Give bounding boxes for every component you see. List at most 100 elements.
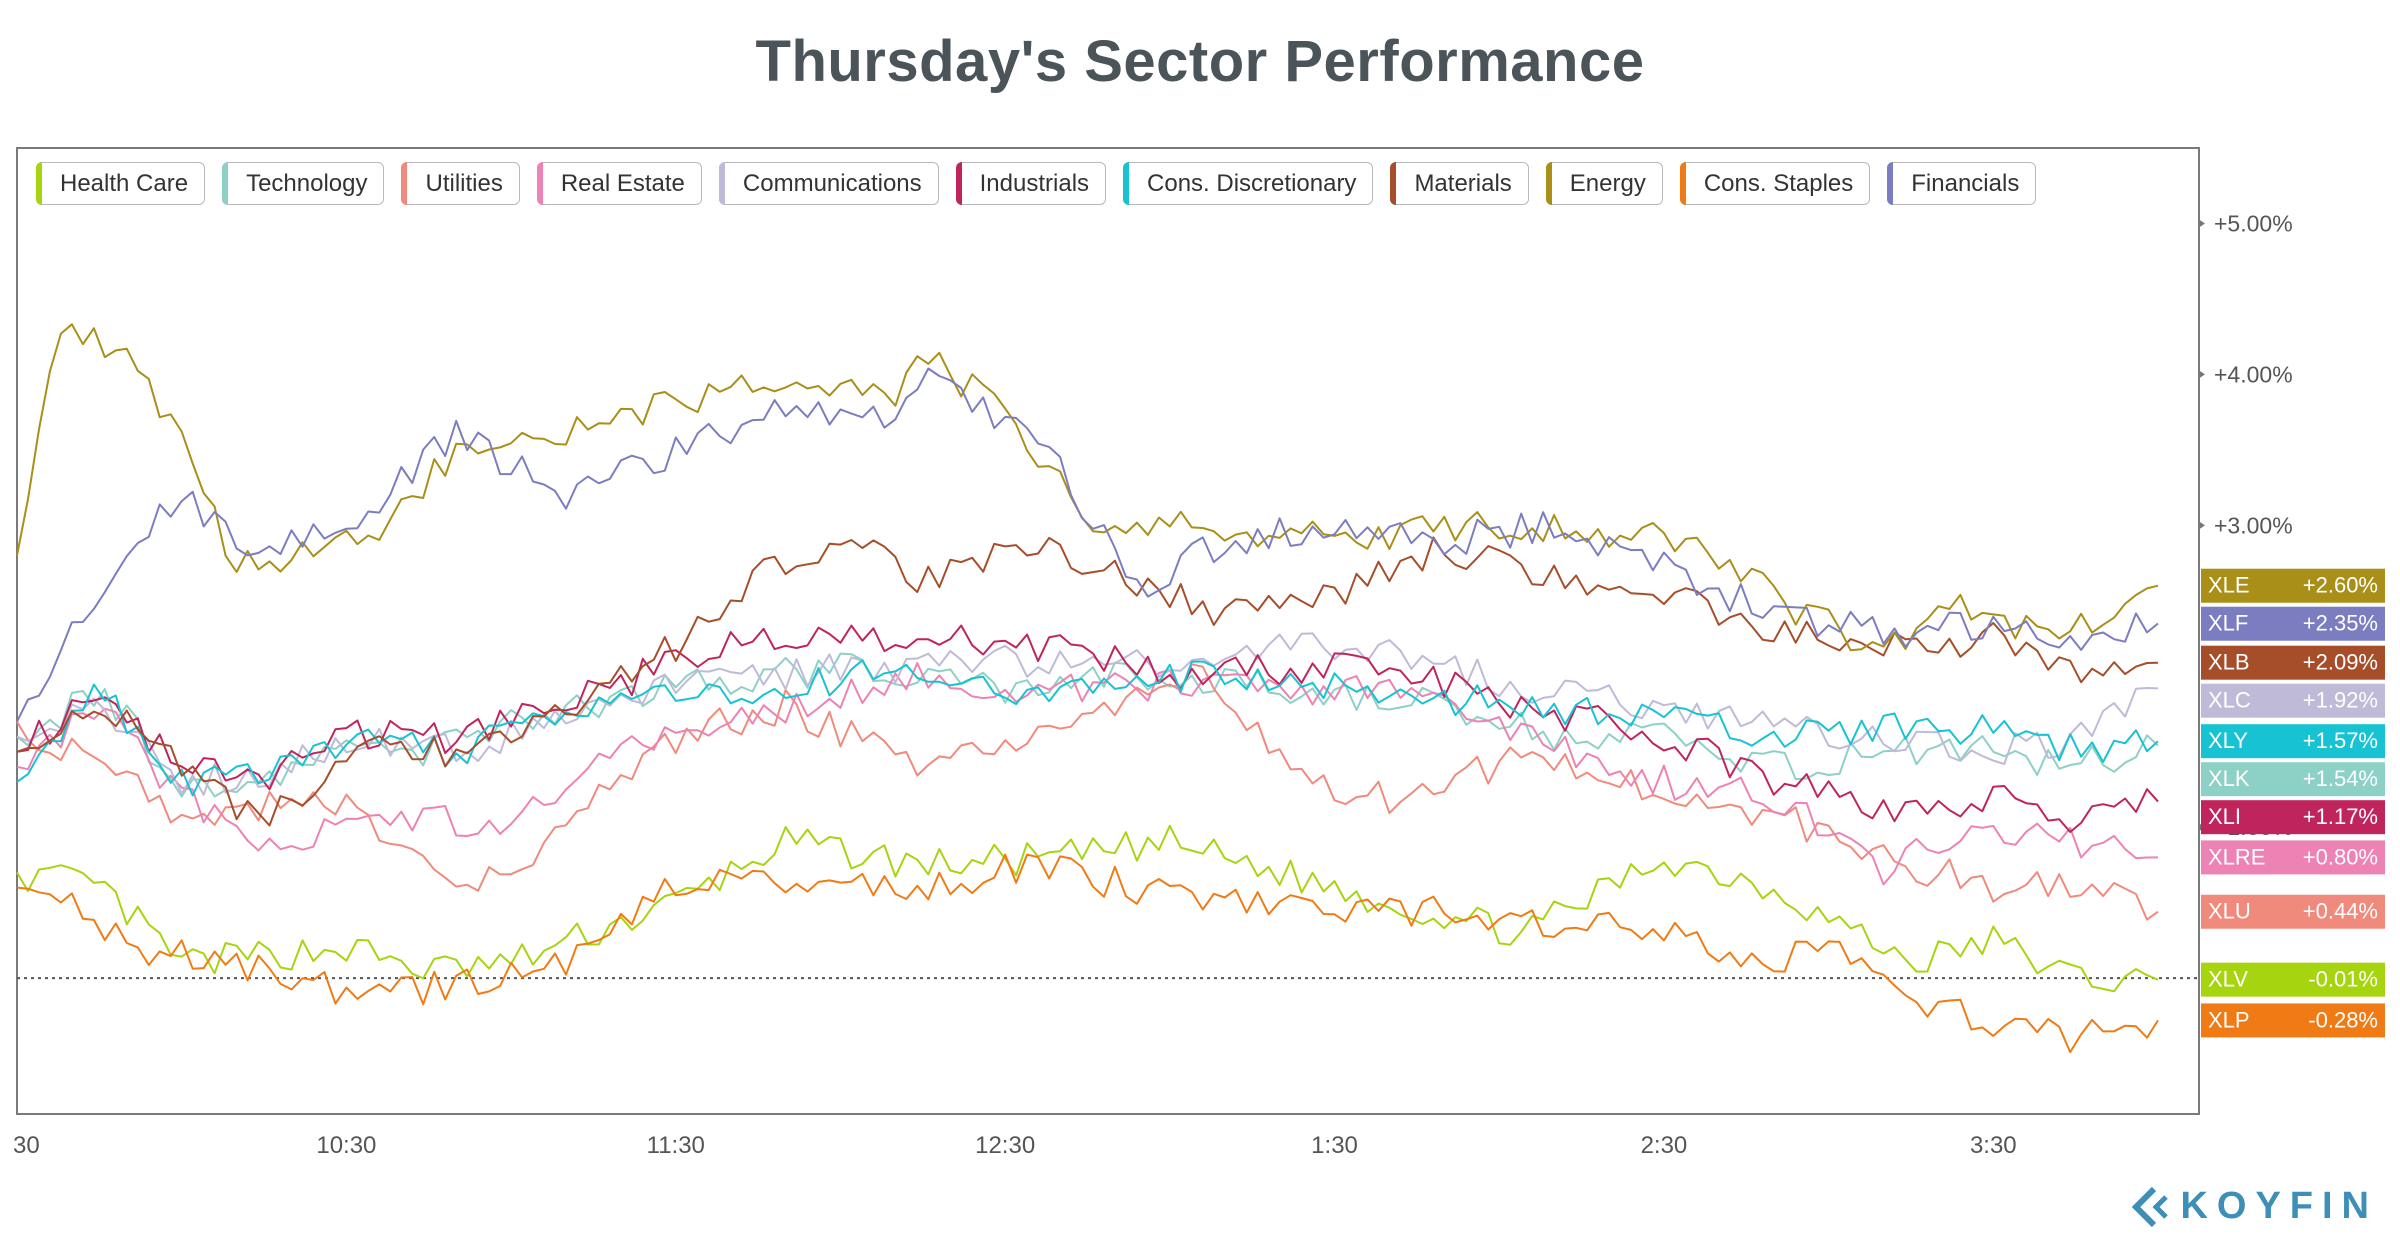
legend-item-xli[interactable]: Industrials: [955, 162, 1107, 205]
legend-swatch: [1390, 162, 1397, 205]
legend-item-xlc[interactable]: Communications: [718, 162, 939, 205]
end-label-value: +2.60%: [2303, 573, 2378, 598]
end-label-ticker: XLC: [2208, 688, 2251, 713]
end-label-xlf: XLF +2.35%: [2201, 606, 2385, 641]
end-label-box: [2201, 724, 2385, 759]
y-tick-label: +3.00%: [2214, 512, 2293, 538]
series-line-xlf: [16, 367, 2159, 723]
x-axis: 30 10:30 11:30 12:30 1:30 2:30 3:30: [13, 1132, 2017, 1159]
end-label-ticker: XLB: [2208, 650, 2250, 675]
end-label-ticker: XLP: [2208, 1007, 2250, 1032]
end-label-value: +1.17%: [2303, 804, 2378, 829]
end-label-box: [2201, 840, 2385, 875]
x-tick-label: 30: [13, 1132, 40, 1159]
legend-label: Utilities: [425, 169, 503, 197]
legend-swatch: [1123, 162, 1130, 205]
y-tick-label: +4.00%: [2214, 361, 2293, 387]
legend-label: Financials: [1911, 169, 2020, 197]
legend-item-xlre[interactable]: Real Estate: [536, 162, 702, 205]
series-line-xly: [16, 659, 2159, 797]
legend-swatch: [1545, 162, 1552, 205]
plot-frame: [16, 147, 2200, 1115]
end-label-value: -0.01%: [2308, 967, 2378, 992]
legend-item-xlv[interactable]: Health Care: [36, 162, 206, 205]
x-tick-label: 12:30: [975, 1132, 1035, 1159]
logo-text: KOYFIN: [2180, 1185, 2378, 1227]
legend-swatch: [36, 162, 42, 205]
legend-item-xlf[interactable]: Financials: [1887, 162, 2037, 205]
end-label-xli: XLI +1.17%: [2201, 800, 2385, 835]
end-label-value: -0.28%: [2308, 1007, 2378, 1032]
legend-label: Industrials: [979, 169, 1090, 197]
series-line-xlu: [16, 663, 2159, 921]
series-line-xlre: [16, 662, 2159, 886]
end-label-box: [2201, 800, 2385, 835]
end-label-ticker: XLK: [2208, 766, 2250, 791]
end-label-ticker: XLU: [2208, 899, 2251, 924]
end-label-ticker: XLI: [2208, 804, 2241, 829]
legend-item-xlb[interactable]: Materials: [1390, 162, 1529, 205]
end-label-xlu: XLU +0.44%: [2201, 894, 2385, 929]
x-tick-label: 2:30: [1641, 1132, 1688, 1159]
koyfin-logo[interactable]: KOYFIN: [2132, 1185, 2378, 1228]
end-label-xlre: XLRE +0.80%: [2201, 840, 2385, 875]
series-line-xle: [16, 323, 2159, 652]
end-label-box: [2201, 568, 2385, 603]
legend-swatch: [401, 162, 408, 205]
x-tick-label: 3:30: [1970, 1132, 2017, 1159]
legend-label: Technology: [246, 169, 368, 197]
legend-swatch: [1887, 162, 1894, 205]
legend-label: Cons. Discretionary: [1147, 169, 1357, 197]
end-label-box: [2201, 762, 2385, 797]
y-tick-mark: [2199, 521, 2205, 530]
end-value-labels: XLE +2.60% XLF +2.35% XLB +2.09% XLC +1.92% XLY +…: [2201, 568, 2385, 1038]
end-label-xlc: XLC +1.92%: [2201, 683, 2385, 718]
series-line-xli: [16, 624, 2159, 833]
legend-swatch: [718, 162, 725, 205]
end-label-value: +1.92%: [2303, 688, 2378, 713]
end-label-value: +1.57%: [2303, 728, 2378, 753]
y-tick-mark: [2199, 219, 2205, 228]
y-tick-label: +5.00%: [2214, 210, 2293, 236]
end-label-box: [2201, 1003, 2385, 1038]
end-label-box: [2201, 894, 2385, 929]
end-label-box: [2201, 683, 2385, 718]
koyfin-chevron-icon: [2132, 1186, 2169, 1227]
legend-swatch: [536, 162, 543, 205]
end-label-box: [2201, 606, 2385, 641]
legend-item-xle[interactable]: Energy: [1545, 162, 1663, 205]
legend-swatch: [1679, 162, 1686, 205]
end-label-value: +0.80%: [2303, 844, 2378, 869]
chart-title: Thursday's Sector Performance: [755, 29, 1645, 94]
legend-label: Communications: [742, 169, 922, 197]
x-tick-label: 10:30: [316, 1132, 376, 1159]
end-label-value: +2.35%: [2303, 611, 2378, 636]
end-label-ticker: XLF: [2208, 611, 2248, 636]
series-line-xlp: [16, 853, 2159, 1054]
x-tick-label: 11:30: [647, 1132, 705, 1159]
series-line-xlb: [16, 536, 2159, 827]
legend-item-xly[interactable]: Cons. Discretionary: [1123, 162, 1374, 205]
end-label-ticker: XLRE: [2208, 844, 2265, 869]
end-label-value: +1.54%: [2303, 766, 2378, 791]
end-label-xlp: XLP -0.28%: [2201, 1003, 2385, 1038]
legend-item-xlp[interactable]: Cons. Staples: [1679, 162, 1871, 205]
legend-item-xlk[interactable]: Technology: [222, 162, 385, 205]
x-tick-label: 1:30: [1311, 1132, 1358, 1159]
legend-swatch: [955, 162, 962, 205]
legend-item-xlu[interactable]: Utilities: [401, 162, 520, 205]
series-lines: [16, 323, 2159, 1054]
end-label-value: +0.44%: [2303, 899, 2378, 924]
legend-label: Real Estate: [560, 169, 685, 197]
legend-label: Materials: [1414, 169, 1512, 197]
y-tick-mark: [2199, 370, 2205, 379]
legend-swatch: [222, 162, 229, 205]
legend-label: Cons. Staples: [1703, 169, 1854, 197]
end-label-xle: XLE +2.60%: [2201, 568, 2385, 603]
end-label-xlb: XLB +2.09%: [2201, 645, 2385, 680]
legend-label: Health Care: [60, 169, 189, 197]
legend: Health Care Technology Utilities Real Estat…: [36, 162, 2186, 205]
end-label-value: +2.09%: [2303, 650, 2378, 675]
end-label-ticker: XLV: [2208, 967, 2248, 992]
